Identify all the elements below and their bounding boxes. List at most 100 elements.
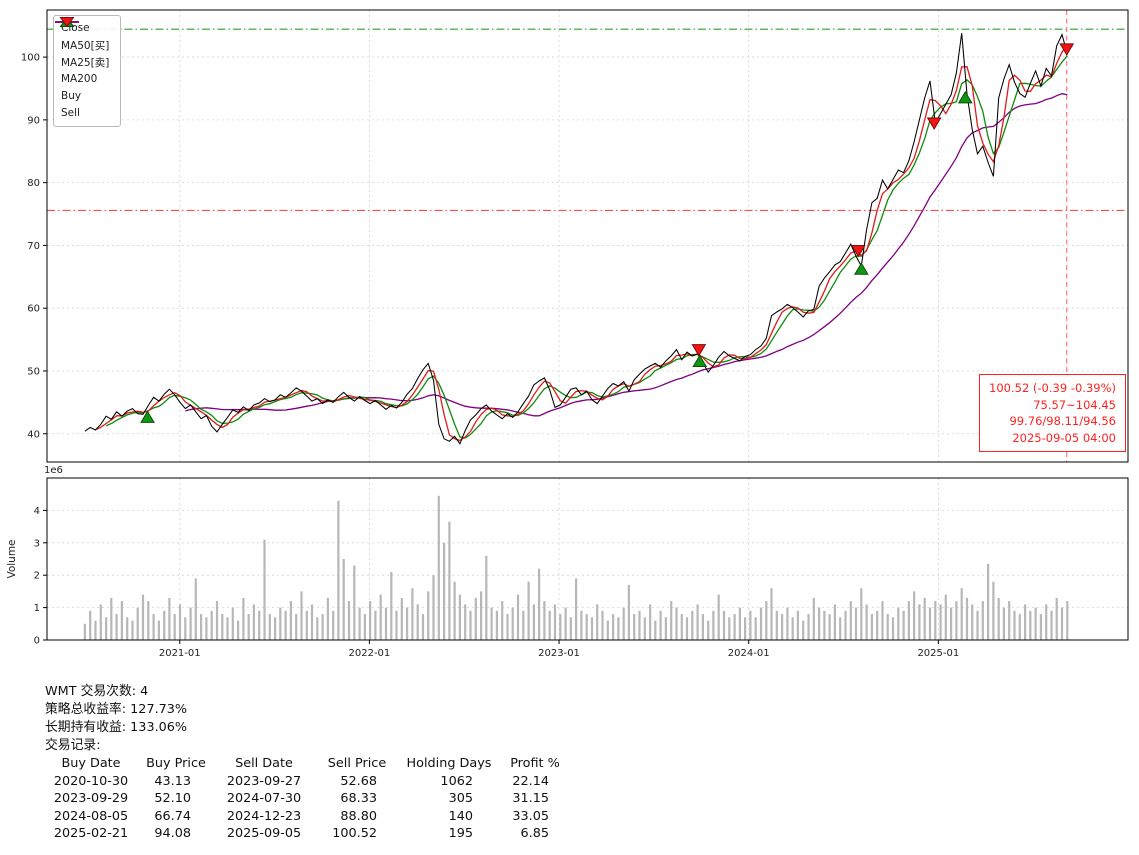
volume-bar xyxy=(184,617,187,640)
legend-item-buy: Buy xyxy=(59,16,109,103)
volume-ytick-label: 2 xyxy=(34,571,40,582)
ma25-line xyxy=(95,44,1068,442)
volume-bar xyxy=(247,614,250,640)
volume-bar xyxy=(326,597,329,640)
volume-bar xyxy=(770,588,773,640)
volume-bar xyxy=(115,614,118,640)
volume-bar xyxy=(390,572,393,640)
buy-marker xyxy=(692,354,708,368)
volume-bar xyxy=(289,601,292,640)
legend-label: MA200 xyxy=(61,73,98,85)
volume-bar xyxy=(1066,601,1069,640)
volume-bar xyxy=(612,614,615,640)
volume-bar xyxy=(443,542,446,640)
buy-marker xyxy=(853,262,869,275)
price-ytick-label: 40 xyxy=(27,429,40,440)
volume-bar xyxy=(997,597,1000,640)
volume-bar xyxy=(120,601,123,640)
volume-bar xyxy=(833,604,836,640)
volume-bar xyxy=(353,565,356,640)
volume-bar xyxy=(189,607,192,640)
trades-header-5: Profit % xyxy=(510,756,560,771)
volume-bar xyxy=(670,601,673,640)
volume-bar xyxy=(744,617,747,640)
trade-row-1-col-5: 31.15 xyxy=(512,791,549,807)
price-ytick-label: 70 xyxy=(27,241,40,252)
trade-row-0-col-0: 2020-10-30 xyxy=(53,773,129,789)
volume-bar xyxy=(490,607,493,640)
volume-ytick-label: 4 xyxy=(34,506,40,517)
volume-bar xyxy=(432,575,435,640)
volume-bar xyxy=(94,620,97,640)
volume-bar xyxy=(775,610,778,640)
volume-bar xyxy=(105,617,108,640)
price-ytick-label: 90 xyxy=(27,115,40,126)
xtick-label: 2022-01 xyxy=(349,648,391,659)
volume-bar xyxy=(1060,607,1064,640)
trade-row-3-col-1: 94.08 xyxy=(154,826,191,842)
volume-bar xyxy=(897,607,900,640)
volume-bar xyxy=(627,584,630,640)
volume-bar xyxy=(675,607,678,640)
trade-row-3-col-0: 2025-02-21 xyxy=(53,826,129,842)
volume-bar xyxy=(448,521,451,640)
volume-bar xyxy=(284,610,287,640)
trade-row-3-col-3: 100.52 xyxy=(332,826,377,842)
volume-bar xyxy=(474,597,477,640)
legend-label: Buy xyxy=(61,90,82,102)
volume-bar xyxy=(321,614,324,640)
volume-bar xyxy=(818,607,821,640)
volume-bar xyxy=(406,607,409,640)
volume-bar xyxy=(728,617,731,640)
sell-marker xyxy=(1059,43,1075,56)
volume-bar xyxy=(469,610,472,640)
trade-row-2-col-3: 88.80 xyxy=(340,808,377,824)
volume-ytick-label: 3 xyxy=(34,538,40,549)
legend-item-sell: Sell xyxy=(59,17,109,120)
volume-bar xyxy=(601,610,604,640)
trades-header-0: Buy Date xyxy=(61,756,121,771)
trade-row-3-col-5: 6.85 xyxy=(520,826,550,842)
volume-bar xyxy=(136,607,139,640)
volume-bar xyxy=(960,588,963,640)
volume-bar xyxy=(464,604,467,640)
volume-bar xyxy=(685,617,689,640)
volume-bar xyxy=(812,597,815,640)
volume-bar xyxy=(981,601,984,640)
volume-bar xyxy=(231,607,234,640)
volume-bar xyxy=(226,617,229,640)
volume-bar xyxy=(865,604,868,640)
trade-row-3-col-4: 195 xyxy=(448,826,473,842)
volume-bar xyxy=(1008,601,1011,640)
volume-bar xyxy=(585,614,588,640)
volume-bar xyxy=(564,607,567,640)
trades-table: Buy Date Buy Price Sell Date Sell Price Hold… xyxy=(45,755,573,843)
volume-bar xyxy=(939,604,942,640)
volume-bar xyxy=(126,617,129,640)
volume-bar xyxy=(205,617,208,640)
legend-item-ma50-: MA50[买] xyxy=(55,21,109,52)
volume-bar xyxy=(617,617,620,640)
volume-bar xyxy=(131,620,134,640)
trade-row-2-col-5: 33.05 xyxy=(512,808,549,824)
trade-row-2-col-1: 66.74 xyxy=(154,808,191,824)
chart-canvas: 40 50 60 70 80 90 100 0 1 2 3 4 2021-01 2022-01 2023-0… xyxy=(6,9,1129,659)
trades-header-2: Sell Date xyxy=(235,756,293,771)
volume-bar xyxy=(437,495,440,640)
close-line xyxy=(84,32,1068,445)
volume-bar xyxy=(965,597,969,640)
annotation-line-1: 100.52 (-0.39 -0.39%) xyxy=(989,381,1116,395)
volume-bar xyxy=(141,594,145,640)
volume-bar xyxy=(907,601,910,640)
volume-bar xyxy=(707,620,710,640)
volume-bar xyxy=(944,594,947,640)
volume-bar xyxy=(458,594,461,640)
volume-bar xyxy=(622,607,625,640)
volume-bar xyxy=(395,610,398,640)
volume-bar xyxy=(876,610,879,640)
volume-bar xyxy=(796,610,799,640)
volume-bar xyxy=(881,601,884,640)
volume-bar xyxy=(559,614,562,640)
volume-bar xyxy=(1045,604,1048,640)
volume-bar xyxy=(765,601,768,640)
